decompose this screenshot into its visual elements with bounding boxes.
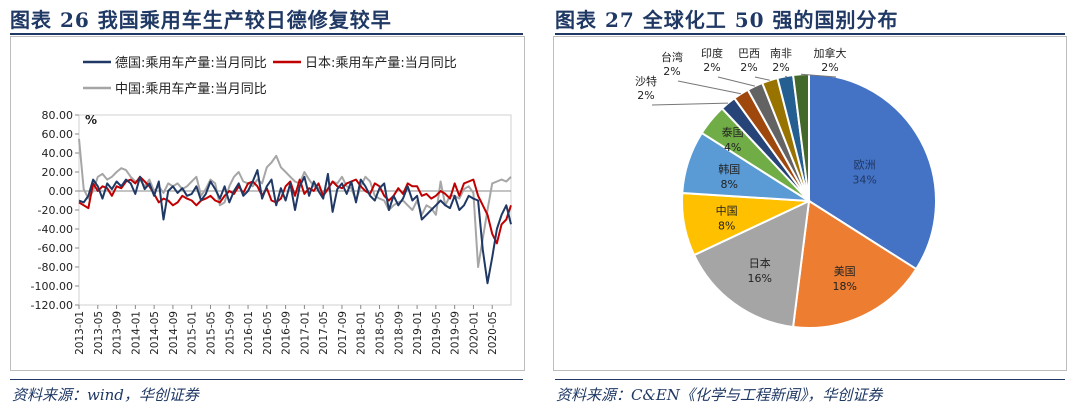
x-tick-label: 2014-05 [149,311,161,355]
x-tick-label: 2019-05 [431,311,443,355]
right-panel-title: 图表 27 全球化工 50 强的国别分布 [555,8,899,32]
x-tick-label: 2017-05 [318,311,330,355]
pie-label-9: 巴西 [738,47,760,60]
pie-value-7: 2% [663,65,680,78]
pie-value-11: 2% [821,61,838,74]
pie-leader-10 [784,75,788,78]
pie-value-4: 8% [721,178,738,191]
x-tick-label: 2013-01 [74,311,86,355]
pie-label-8: 印度 [701,46,723,60]
x-tick-label: 2020-01 [468,311,480,355]
pie-leader-7 [677,80,741,95]
pie-leader-9 [754,76,770,81]
pie-slice-2 [692,199,811,329]
x-tick-label: 2017-09 [337,311,349,355]
pie-value-8: 2% [703,61,720,74]
right-source: 资料来源：C&EN《化学与工程新闻》，华创证券 [556,386,883,404]
x-tick-label: 2016-09 [281,311,293,355]
y-tick-label: -100.00 [31,280,73,293]
series-line-0 [78,169,512,285]
pie-label-5: 泰国 [722,125,744,139]
y-tick-label: 40.00 [42,147,74,160]
x-tick-label: 2016-01 [243,311,255,355]
legend-label-2: 中国:乘用车产量:当月同比 [115,81,267,97]
x-tick-label: 2015-01 [187,311,199,355]
x-tick-label: 2020-05 [487,311,499,355]
legend-label-1: 日本:乘用车产量:当月同比 [305,55,457,71]
pie-label-4: 韩国 [718,162,740,176]
pie-value-2: 16% [748,272,772,285]
pie-value-0: 34% [852,173,876,186]
x-tick-label: 2017-01 [299,311,311,355]
x-tick-label: 2014-01 [130,311,142,355]
x-tick-label: 2013-05 [93,311,105,355]
x-tick-label: 2016-05 [262,311,274,355]
y-tick-label: -80.00 [38,261,73,274]
pie-leader-6 [651,102,729,106]
pie-slice-1 [791,199,918,329]
left-panel-title: 图表 26 我国乘用车生产较日德修复较早 [10,8,392,32]
x-tick-label: 2014-09 [168,311,180,355]
x-tick-label: 2018-09 [393,311,405,355]
line-chart: 80.00 60.00 40.00 20.00 0.00 -20.00 -40.00 -60.… [31,55,512,355]
pie-label-2: 日本 [749,256,771,270]
pie-chart-frame: 欧洲 34% 美国 18% 日本 16% 中国 8% 韩国 8% 泰国 4% 沙特 2% 台湾 2% 印度 2% 巴… [553,36,1067,371]
y-tick-label: 0.00 [49,185,74,198]
left-title-rule [10,33,523,35]
pie-value-3: 8% [718,220,735,233]
pie-label-0: 欧洲 [854,158,876,171]
y-unit-label: % [85,113,97,127]
pie-chart: 欧洲34%美国18%日本16%中国8%韩国8%泰国4%沙特2%台湾2%印度2%巴… [635,46,937,329]
pie-value-10: 2% [772,61,789,74]
x-tick-label: 2015-09 [224,311,236,355]
pie-value-6: 2% [637,89,654,102]
left-source: 资料来源：wind，华创证券 [12,386,199,404]
y-tick-label: -40.00 [38,223,73,236]
y-tick-label: 80.00 [42,109,74,122]
x-tick-label: 2019-01 [412,311,424,355]
pie-label-10: 南非 [770,47,792,60]
x-tick-label: 2018-01 [356,311,368,355]
y-tick-label: -60.00 [38,242,73,255]
y-tick-label: 60.00 [42,128,74,141]
x-tick-label: 2018-05 [375,311,387,355]
y-tick-label: 20.00 [42,166,74,179]
pie-leader-11 [800,73,837,78]
pie-label-11: 加拿大 [814,46,847,60]
right-source-rule [555,379,1065,380]
y-tick-label: -120.00 [31,299,73,312]
right-title-rule [555,33,1065,35]
y-tick-label: -20.00 [38,204,73,217]
pie-value-9: 2% [740,61,757,74]
series-line-2 [78,138,512,268]
pie-value-5: 4% [724,141,741,154]
x-tick-label: 2013-09 [112,311,124,355]
pie-value-1: 18% [832,280,856,293]
left-source-rule [10,379,523,380]
x-tick-label: 2015-05 [205,311,217,355]
pie-label-3: 中国 [716,205,738,218]
pie-label-7: 台湾 [661,50,683,64]
line-chart-frame: 80.00 60.00 40.00 20.00 0.00 -20.00 -40.00 -60.… [10,36,525,371]
pie-label-6: 沙特 [635,74,657,88]
pie-label-1: 美国 [834,265,856,278]
legend-label-0: 德国:乘用车产量:当月同比 [115,55,267,71]
x-tick-label: 2019-09 [450,311,462,355]
pie-leader-8 [717,76,756,87]
